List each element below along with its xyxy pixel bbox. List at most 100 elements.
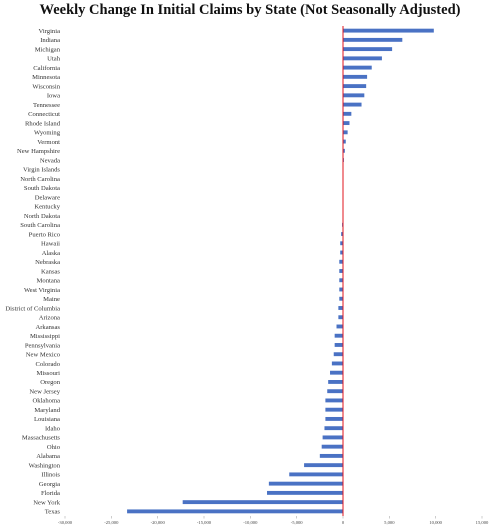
x-tick-label: -25,000 (104, 520, 119, 526)
category-label: Nebraska (35, 259, 60, 266)
bar (304, 463, 343, 468)
bar (343, 84, 367, 89)
category-label: Colorado (35, 361, 60, 368)
bar (327, 389, 343, 394)
bar (343, 28, 434, 33)
category-label: Alaska (42, 250, 60, 257)
bar (319, 453, 343, 458)
bar (333, 352, 343, 357)
x-tick-label: -5,000 (291, 520, 304, 526)
category-label: South Carolina (20, 222, 60, 229)
category-label: Wisconsin (32, 83, 60, 90)
category-label: Indiana (40, 37, 60, 44)
category-label: New Hampshire (17, 148, 60, 155)
bar (343, 111, 352, 116)
bar (340, 241, 343, 246)
category-label: New York (33, 499, 60, 506)
category-label: Florida (41, 490, 60, 497)
category-label: Pennsylvania (25, 342, 60, 349)
x-tick-label: -30,000 (58, 520, 73, 526)
bar (330, 370, 343, 375)
bars (127, 28, 434, 514)
category-label: Maryland (34, 407, 60, 414)
bar (340, 250, 343, 255)
bar (343, 56, 382, 61)
category-label: Mississippi (30, 333, 60, 340)
bar (336, 324, 343, 329)
bar (339, 296, 343, 301)
bar (341, 232, 343, 236)
category-label: Missouri (37, 370, 61, 377)
x-tick-label: -15,000 (197, 520, 212, 526)
bar (325, 398, 343, 403)
category-labels: Virginia Indiana Michigan Utah California Min… (5, 28, 60, 516)
category-label: Washington (29, 462, 61, 469)
category-label: Georgia (39, 481, 60, 488)
category-label: Minnesota (32, 74, 60, 81)
category-label: Montana (37, 278, 61, 285)
category-label: Illinois (41, 472, 60, 479)
category-label: West Virginia (24, 287, 60, 294)
bar (322, 435, 343, 440)
bar (339, 269, 343, 273)
bar (343, 130, 348, 135)
category-label: South Dakota (24, 185, 60, 192)
category-label: Maine (43, 296, 60, 303)
bar (321, 444, 343, 449)
category-label: Texas (45, 509, 61, 516)
bar (343, 139, 346, 144)
category-label: Puerto Rico (29, 231, 61, 238)
category-label: Arkansas (35, 324, 60, 331)
bar (334, 343, 343, 347)
bar (325, 416, 343, 421)
category-label: Virginia (39, 28, 61, 35)
category-label: Virgin Islands (23, 167, 60, 174)
bar (338, 306, 343, 310)
bar (339, 287, 343, 292)
x-tick-label: 5,000 (384, 520, 395, 526)
category-label: New Mexico (26, 352, 61, 359)
bar (338, 315, 343, 320)
category-label: Tennessee (33, 102, 60, 109)
category-label: Hawaii (41, 241, 60, 248)
bar (343, 148, 345, 153)
bar (331, 361, 343, 366)
bar (289, 472, 343, 477)
bar (268, 481, 343, 486)
x-tick-label: 0 (342, 520, 345, 525)
x-tick-label: -10,000 (243, 520, 258, 526)
category-label: Kentucky (34, 204, 60, 211)
bar (343, 102, 362, 107)
category-label: District of Columbia (5, 305, 60, 312)
category-label: Iowa (47, 93, 60, 100)
x-tick-label: -20,000 (151, 520, 166, 526)
category-label: Connecticut (28, 111, 60, 118)
x-tick-label: 15,000 (476, 520, 489, 526)
category-label: Delaware (35, 194, 60, 201)
category-label: Rhode Island (25, 120, 61, 127)
bar (343, 74, 368, 79)
bar (339, 259, 343, 264)
bar (324, 426, 343, 431)
category-label: Alabama (36, 453, 60, 460)
category-label: North Carolina (20, 176, 60, 183)
bar (325, 407, 343, 412)
category-label: Nevada (40, 157, 60, 164)
category-label: Kansas (41, 268, 60, 275)
bar (334, 333, 343, 338)
category-label: New Jersey (29, 388, 60, 395)
category-label: Idaho (45, 425, 61, 432)
chart-title: Weekly Change In Initial Claims by State… (39, 2, 461, 18)
bar (127, 509, 343, 514)
category-label: Massachusetts (22, 435, 61, 442)
bar (343, 47, 393, 52)
category-label: Arizona (39, 315, 60, 322)
category-label: Oklahoma (33, 398, 61, 405)
category-label: Vermont (37, 139, 60, 146)
category-label: North Dakota (24, 213, 60, 220)
x-axis: -30,000 -25,000 -20,000 -15,000 -10,000 -5,00… (58, 516, 489, 526)
category-label: California (33, 65, 60, 72)
category-label: Louisiana (34, 416, 60, 423)
bar (343, 65, 372, 70)
